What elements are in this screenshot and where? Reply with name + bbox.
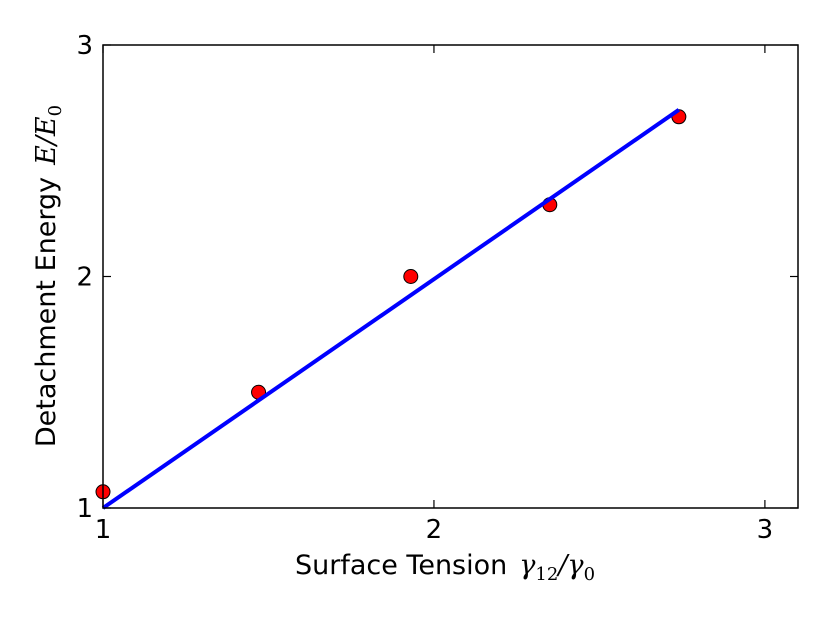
series-layer: [95, 108, 687, 510]
plot-frame: [102, 44, 799, 509]
data-point: [403, 269, 419, 284]
y-tick-label: 3: [76, 31, 93, 61]
x-tick-label: 2: [426, 515, 443, 545]
y-axis-label: Detachment Energy E/E0: [31, 105, 66, 447]
x-axis-label: Surface Tension γ12/γ0: [295, 550, 595, 585]
y-tick-label: 1: [76, 494, 93, 524]
x-tick-label: 3: [757, 515, 774, 545]
x-tick-label: 1: [95, 515, 112, 545]
y-tick-label: 2: [76, 263, 93, 293]
fit-line: [101, 108, 680, 510]
tick-labels: 1 2 3 1 2 3: [76, 31, 773, 545]
plot-area: [103, 45, 798, 508]
